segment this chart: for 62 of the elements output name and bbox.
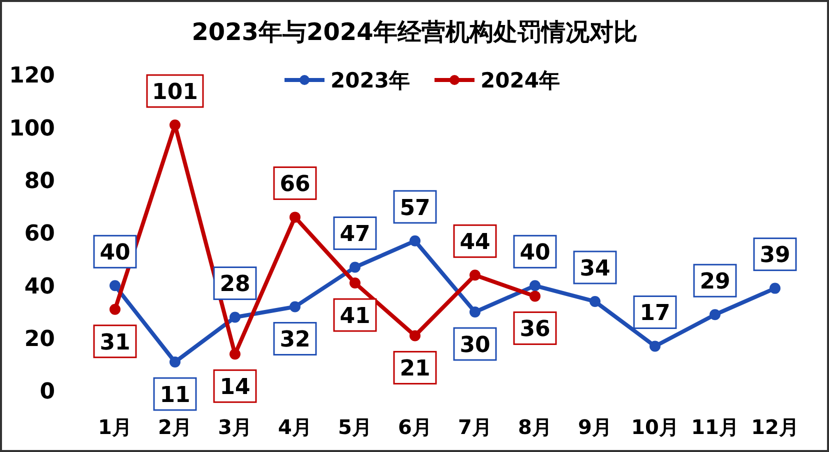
x-tick-label: 2月 — [158, 415, 192, 439]
data-label: 28 — [220, 272, 250, 298]
y-tick-label: 100 — [9, 116, 55, 142]
data-label: 41 — [340, 304, 370, 329]
point — [710, 309, 720, 320]
data-label: 17 — [640, 301, 670, 326]
data-label: 34 — [580, 256, 610, 282]
x-tick-label: 3月 — [218, 415, 252, 439]
point — [530, 290, 540, 302]
data-label: 32 — [280, 328, 310, 353]
point — [410, 235, 420, 246]
data-label: 39 — [760, 243, 790, 268]
point — [230, 348, 240, 360]
point — [350, 262, 360, 273]
data-label: 21 — [400, 356, 430, 382]
y-tick-label: 20 — [24, 327, 55, 352]
data-label: 47 — [340, 222, 370, 248]
point — [470, 306, 480, 318]
point — [650, 340, 660, 352]
data-label: 44 — [460, 230, 490, 256]
point — [770, 282, 780, 294]
y-tick-label: 40 — [24, 274, 55, 300]
data-label: 30 — [460, 332, 490, 358]
chart-title: 2023年与2024年经营机构处罚情况对比 — [192, 18, 638, 46]
data-label: 66 — [280, 172, 310, 198]
x-tick-label: 4月 — [278, 415, 312, 439]
legend-label: 2023年 — [330, 68, 410, 92]
y-tick-label: 80 — [24, 169, 55, 194]
point — [230, 312, 240, 323]
x-tick-label: 9月 — [578, 415, 612, 439]
point — [350, 278, 360, 289]
data-label: 40 — [520, 240, 550, 266]
x-tick-label: 8月 — [518, 415, 552, 439]
data-label: 14 — [220, 375, 250, 400]
data-label: 29 — [700, 270, 730, 295]
data-label: 40 — [100, 240, 130, 266]
x-tick-label: 7月 — [458, 415, 492, 439]
x-tick-label: 1月 — [98, 415, 132, 439]
x-tick-label: 12月 — [751, 415, 799, 439]
x-tick-label: 5月 — [338, 415, 372, 439]
point — [170, 356, 180, 368]
y-tick-label: 120 — [9, 64, 55, 89]
x-tick-label: 10月 — [631, 415, 679, 439]
y-tick-label: 60 — [24, 222, 55, 247]
point — [110, 280, 120, 292]
point — [470, 270, 480, 281]
point — [530, 280, 540, 292]
data-label: 31 — [100, 330, 130, 356]
x-tick-label: 11月 — [691, 415, 739, 439]
point — [290, 301, 300, 312]
data-label: 57 — [400, 196, 430, 221]
point — [590, 296, 600, 307]
legend-label: 2024年 — [480, 68, 560, 92]
y-tick-label: 0 — [40, 380, 55, 405]
data-label: 11 — [160, 382, 190, 408]
point — [110, 304, 120, 315]
point — [290, 212, 300, 223]
x-tick-label: 6月 — [398, 415, 432, 439]
data-label: 36 — [520, 317, 550, 342]
point — [410, 330, 420, 342]
point — [170, 120, 180, 131]
data-label: 101 — [152, 80, 198, 105]
